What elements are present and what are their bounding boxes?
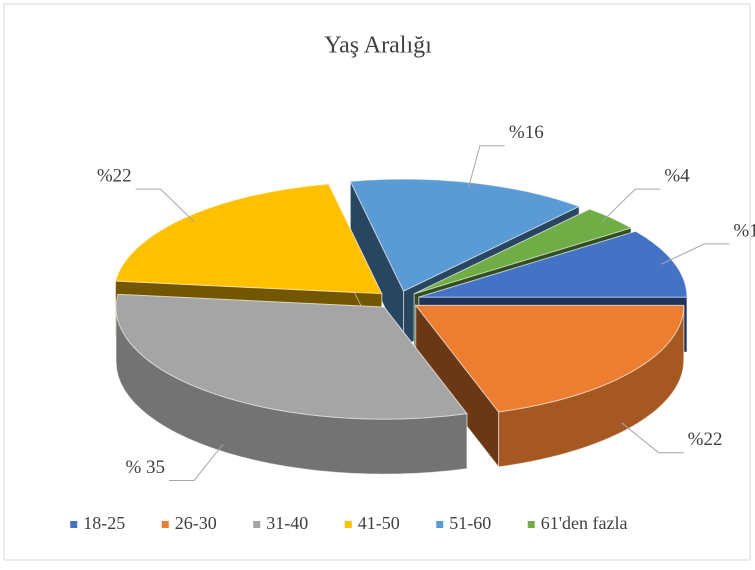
legend-label: 61'den fazla xyxy=(541,513,628,533)
pie-slice xyxy=(414,303,685,469)
slice-top xyxy=(413,208,633,295)
legend-swatch xyxy=(70,521,78,528)
legend-label: 26-30 xyxy=(175,513,217,533)
slice-top xyxy=(115,293,468,420)
legend-swatch xyxy=(344,521,352,528)
leader-line xyxy=(660,243,730,265)
leader-line xyxy=(135,188,195,223)
legend-label: 18-25 xyxy=(83,513,125,533)
data-label: %11 xyxy=(733,220,755,241)
data-label: %16 xyxy=(509,122,544,143)
legend-swatch xyxy=(527,521,535,528)
data-label: % 35 xyxy=(125,457,165,478)
chart-title: Yaş Aralığı xyxy=(324,33,432,59)
slice-top xyxy=(418,230,688,298)
legend-swatch xyxy=(161,521,169,528)
leader-line xyxy=(467,145,505,189)
leader-line xyxy=(601,188,661,223)
leader-line xyxy=(169,444,224,481)
data-label: %22 xyxy=(97,165,132,186)
slice-top xyxy=(414,304,685,413)
legend-label: 31-40 xyxy=(266,513,308,533)
legend-label: 51-60 xyxy=(449,513,491,533)
data-label: %22 xyxy=(688,429,723,450)
pie-slice xyxy=(115,293,468,475)
legend-swatch xyxy=(436,521,444,528)
data-label: %4 xyxy=(664,165,690,186)
legend-swatch xyxy=(253,521,261,528)
slice-top xyxy=(114,183,383,295)
leader-line xyxy=(621,422,684,454)
slice-top xyxy=(349,178,581,292)
legend-label: 41-50 xyxy=(358,513,400,533)
